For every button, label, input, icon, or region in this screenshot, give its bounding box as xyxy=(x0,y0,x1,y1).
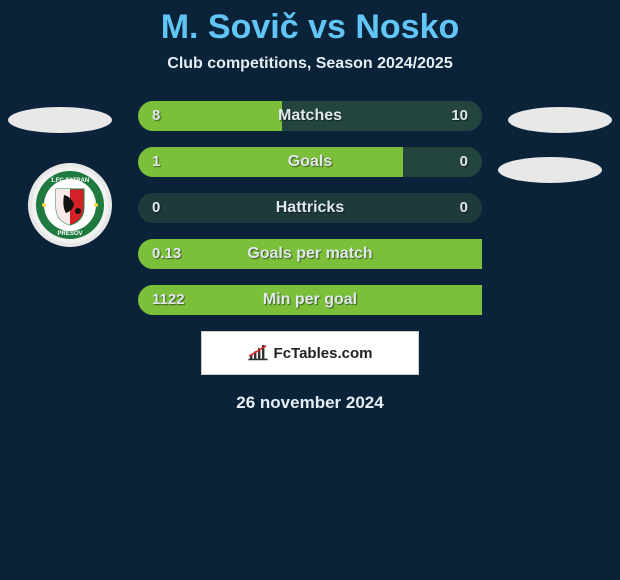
attribution-text: FcTables.com xyxy=(274,345,373,362)
comparison-title: M. Sovič vs Nosko xyxy=(0,0,620,47)
club-badge-left: 1.FC TATRAN PRESOV xyxy=(28,163,112,247)
stat-label: Hattricks xyxy=(138,193,482,223)
stat-value-b: 10 xyxy=(451,101,468,131)
stat-label: Goals per match xyxy=(138,239,482,269)
stat-row: Hattricks0 0 xyxy=(138,193,482,223)
crest-top-text: 1.FC TATRAN xyxy=(51,178,89,184)
comparison-subtitle: Club competitions, Season 2024/2025 xyxy=(0,55,620,73)
stat-value-a: 0.13 xyxy=(152,239,181,269)
stat-label: Matches xyxy=(138,101,482,131)
badge-placeholder-right-1 xyxy=(508,107,612,133)
stat-value-a: 1122 xyxy=(152,285,185,315)
date-line: 26 november 2024 xyxy=(0,393,620,413)
stat-bars: Matches810Goals10Hattricks00Goals per ma… xyxy=(138,101,482,315)
stat-value-a: 1 xyxy=(152,147,160,177)
badge-placeholder-left xyxy=(8,107,112,133)
stat-value-a: 8 xyxy=(152,101,160,131)
stats-area: 1.FC TATRAN PRESOV Matches810Goals10Hatt… xyxy=(0,101,620,315)
stat-value-a: 0 xyxy=(152,193,160,223)
badge-placeholder-right-2 xyxy=(498,157,602,183)
stat-value-b: 0 xyxy=(460,147,468,177)
stat-label: Min per goal xyxy=(138,285,482,315)
stat-row: Goals per match0.13 xyxy=(138,239,482,269)
stat-label: Goals xyxy=(138,147,482,177)
stat-row: Goals1 0 xyxy=(138,147,482,177)
crest-bottom-text: PRESOV xyxy=(57,231,82,237)
attribution-box[interactable]: FcTables.com xyxy=(201,331,419,375)
club-crest-icon: 1.FC TATRAN PRESOV xyxy=(34,169,106,241)
chart-icon xyxy=(248,345,268,361)
stat-row: Min per goal1122 xyxy=(138,285,482,315)
stat-row: Matches8 10 xyxy=(138,101,482,131)
stat-value-b: 0 xyxy=(460,193,468,223)
